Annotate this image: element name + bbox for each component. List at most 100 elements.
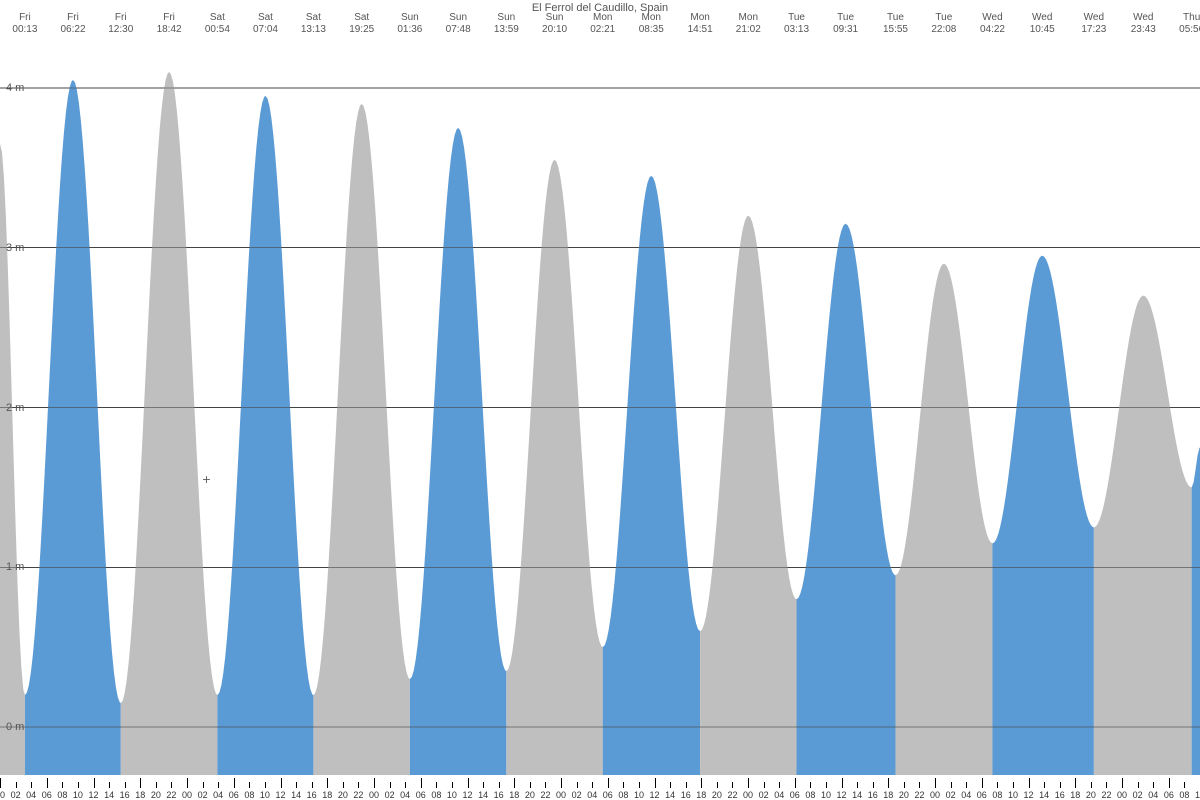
x-bottom-label: 08 <box>1179 790 1189 800</box>
x-bottom-label: 02 <box>759 790 769 800</box>
x-top-label: Tue09:31 <box>833 12 858 36</box>
x-bottom-label: 04 <box>587 790 597 800</box>
x-bottom-label: 02 <box>11 790 21 800</box>
x-top-label: Wed23:43 <box>1131 12 1156 36</box>
x-bottom-label: 10 <box>447 790 457 800</box>
y-axis-label: 4 m <box>6 82 24 94</box>
x-bottom-label: 12 <box>1024 790 1034 800</box>
x-bottom-label: 20 <box>899 790 909 800</box>
x-bottom-label: 06 <box>977 790 987 800</box>
x-top-label: Wed17:23 <box>1081 12 1106 36</box>
x-bottom-label: 00 <box>743 790 753 800</box>
x-bottom-label: 00 <box>182 790 192 800</box>
x-bottom-label: 20 <box>525 790 535 800</box>
x-bottom-label: 16 <box>868 790 878 800</box>
x-top-label: Mon08:35 <box>639 12 664 36</box>
x-bottom-label: 04 <box>400 790 410 800</box>
x-bottom-label: 16 <box>681 790 691 800</box>
x-top-label: Thu05:56 <box>1179 12 1200 36</box>
x-bottom-label: 08 <box>618 790 628 800</box>
x-top-label: Tue15:55 <box>883 12 908 36</box>
y-axis-label: 2 m <box>6 402 24 414</box>
x-bottom-label: 16 <box>1055 790 1065 800</box>
x-bottom-label: 18 <box>135 790 145 800</box>
x-bottom-label: 00 <box>0 790 5 800</box>
x-bottom-label: 04 <box>1148 790 1158 800</box>
x-bottom-label: 12 <box>276 790 286 800</box>
x-bottom-label: 12 <box>463 790 473 800</box>
x-top-label: Mon21:02 <box>736 12 761 36</box>
x-bottom-label: 06 <box>1164 790 1174 800</box>
x-top-label: Sat00:54 <box>205 12 230 36</box>
x-bottom-label: 10 <box>1195 790 1200 800</box>
x-bottom-label: 10 <box>821 790 831 800</box>
x-bottom-label: 04 <box>961 790 971 800</box>
x-bottom-label: 02 <box>572 790 582 800</box>
x-bottom-label: 22 <box>166 790 176 800</box>
x-bottom-label: 08 <box>244 790 254 800</box>
x-top-label: Sat19:25 <box>349 12 374 36</box>
x-top-label: Fri06:22 <box>60 12 85 36</box>
x-bottom-label: 16 <box>120 790 130 800</box>
x-bottom-label: 22 <box>1101 790 1111 800</box>
x-bottom-label: 10 <box>73 790 83 800</box>
x-bottom-label: 12 <box>88 790 98 800</box>
x-bottom-label: 14 <box>852 790 862 800</box>
x-bottom-label: 00 <box>930 790 940 800</box>
x-bottom-label: 20 <box>151 790 161 800</box>
x-axis-top-labels: Fri00:13Fri06:22Fri12:30Fri18:42Sat00:54… <box>0 12 1200 40</box>
x-bottom-label: 08 <box>431 790 441 800</box>
x-bottom-label: 08 <box>57 790 67 800</box>
x-bottom-label: 06 <box>603 790 613 800</box>
x-bottom-label: 02 <box>198 790 208 800</box>
x-bottom-label: 14 <box>665 790 675 800</box>
x-top-label: Mon14:51 <box>688 12 713 36</box>
x-top-label: Tue03:13 <box>784 12 809 36</box>
x-bottom-label: 10 <box>634 790 644 800</box>
x-bottom-label: 16 <box>494 790 504 800</box>
x-bottom-label: 18 <box>696 790 706 800</box>
x-top-label: Wed04:22 <box>980 12 1005 36</box>
x-bottom-label: 02 <box>946 790 956 800</box>
y-axis-label: 0 m <box>6 721 24 733</box>
x-bottom-label: 14 <box>478 790 488 800</box>
x-bottom-label: 18 <box>883 790 893 800</box>
cross-marker: + <box>202 471 210 487</box>
x-top-label: Sun20:10 <box>542 12 567 36</box>
tide-chart: El Ferrol del Caudillo, Spain Fri00:13Fr… <box>0 0 1200 800</box>
x-top-label: Wed10:45 <box>1030 12 1055 36</box>
x-bottom-label: 22 <box>727 790 737 800</box>
x-bottom-label: 00 <box>369 790 379 800</box>
x-bottom-label: 22 <box>540 790 550 800</box>
x-bottom-label: 22 <box>353 790 363 800</box>
x-bottom-label: 18 <box>1070 790 1080 800</box>
x-bottom-label: 00 <box>1117 790 1127 800</box>
x-axis-bottom: 00 02 04 06 08 10 12 14 16 18 20 22 00 02 04 06 08 10 12 14… <box>0 775 1200 800</box>
x-bottom-label: 12 <box>650 790 660 800</box>
x-bottom-label: 20 <box>338 790 348 800</box>
y-axis-label: 3 m <box>6 242 24 254</box>
x-bottom-label: 12 <box>837 790 847 800</box>
x-bottom-label: 22 <box>914 790 924 800</box>
plot-area <box>0 40 1200 775</box>
chart-svg <box>0 40 1200 775</box>
x-bottom-label: 18 <box>509 790 519 800</box>
x-top-label: Sat07:04 <box>253 12 278 36</box>
x-bottom-label: 06 <box>42 790 52 800</box>
x-top-label: Tue22:08 <box>931 12 956 36</box>
x-top-label: Sun01:36 <box>397 12 422 36</box>
x-top-label: Fri12:30 <box>108 12 133 36</box>
x-bottom-label: 14 <box>291 790 301 800</box>
x-bottom-label: 20 <box>1086 790 1096 800</box>
y-axis-label: 1 m <box>6 561 24 573</box>
x-bottom-label: 02 <box>385 790 395 800</box>
x-bottom-label: 08 <box>805 790 815 800</box>
x-bottom-label: 04 <box>774 790 784 800</box>
x-bottom-label: 16 <box>307 790 317 800</box>
x-bottom-label: 06 <box>229 790 239 800</box>
x-top-label: Fri18:42 <box>157 12 182 36</box>
x-bottom-label: 18 <box>322 790 332 800</box>
x-top-label: Mon02:21 <box>590 12 615 36</box>
x-top-label: Sun13:59 <box>494 12 519 36</box>
x-bottom-label: 06 <box>790 790 800 800</box>
